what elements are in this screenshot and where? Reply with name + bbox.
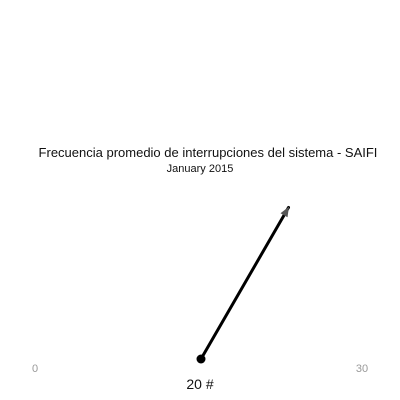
gauge-min-label: 0 [32,363,38,375]
chart-subtitle: January 2015 [167,163,234,175]
gauge-needle-pivot [196,354,206,364]
gauge-needle-tip [280,206,289,218]
chart-title: Frecuencia promedio de interrupciones de… [39,145,378,160]
gauge-max-label: 30 [356,363,368,375]
gauge-value-label: 20 # [186,376,213,392]
gauge-needle [199,205,290,361]
